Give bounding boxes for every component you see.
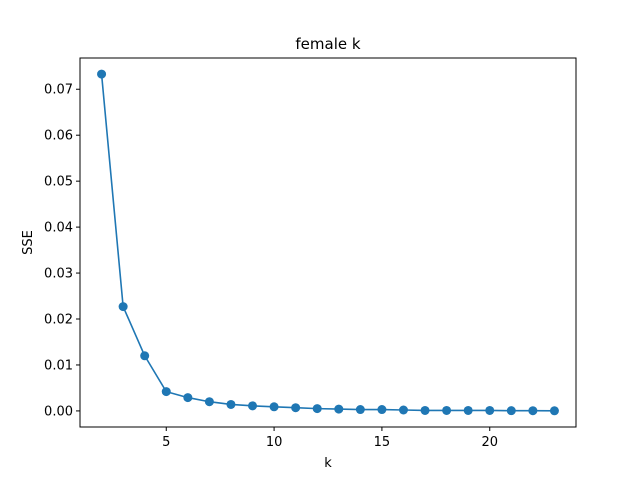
data-point xyxy=(118,302,128,312)
data-point xyxy=(226,399,236,409)
data-point xyxy=(398,405,408,415)
y-tick-label: 0.04 xyxy=(44,221,73,236)
x-tick-label: 20 xyxy=(481,435,498,450)
data-point xyxy=(291,403,301,413)
x-tick-label: 5 xyxy=(162,435,170,450)
data-point xyxy=(442,405,452,415)
y-axis-ticks: 0.00 0.01 0.02 0.03 0.04 0.05 0.06 0.07 xyxy=(44,83,80,419)
chart-title: female k xyxy=(295,35,360,53)
data-point xyxy=(248,401,258,411)
y-tick-label: 0.05 xyxy=(44,175,73,190)
data-point xyxy=(377,405,387,415)
data-point xyxy=(140,351,150,361)
y-tick-label: 0.02 xyxy=(44,313,73,328)
data-point xyxy=(269,402,279,412)
data-point xyxy=(528,406,538,416)
data-point xyxy=(549,406,559,416)
y-axis-label: SSE xyxy=(21,230,36,255)
data-point xyxy=(334,404,344,414)
data-point xyxy=(204,397,214,407)
series-line xyxy=(100,74,555,412)
data-point xyxy=(97,69,107,79)
y-tick-label: 0.00 xyxy=(44,404,73,419)
data-point xyxy=(485,405,495,415)
y-tick-label: 0.06 xyxy=(44,129,73,144)
y-tick-label: 0.01 xyxy=(44,358,73,373)
data-point xyxy=(355,405,365,415)
data-point xyxy=(183,393,193,403)
data-point xyxy=(420,405,430,415)
data-point xyxy=(506,406,516,416)
x-axis-label: k xyxy=(324,456,332,471)
x-tick-label: 15 xyxy=(374,435,391,450)
data-point xyxy=(463,405,473,415)
x-axis-ticks: 5 10 15 20 xyxy=(162,427,498,450)
data-point xyxy=(312,404,322,414)
y-tick-label: 0.03 xyxy=(44,267,73,282)
data-series xyxy=(97,69,559,416)
y-tick-label: 0.07 xyxy=(44,83,73,98)
plot-frame xyxy=(79,57,577,428)
data-point xyxy=(161,387,171,397)
x-tick-label: 10 xyxy=(266,435,283,450)
